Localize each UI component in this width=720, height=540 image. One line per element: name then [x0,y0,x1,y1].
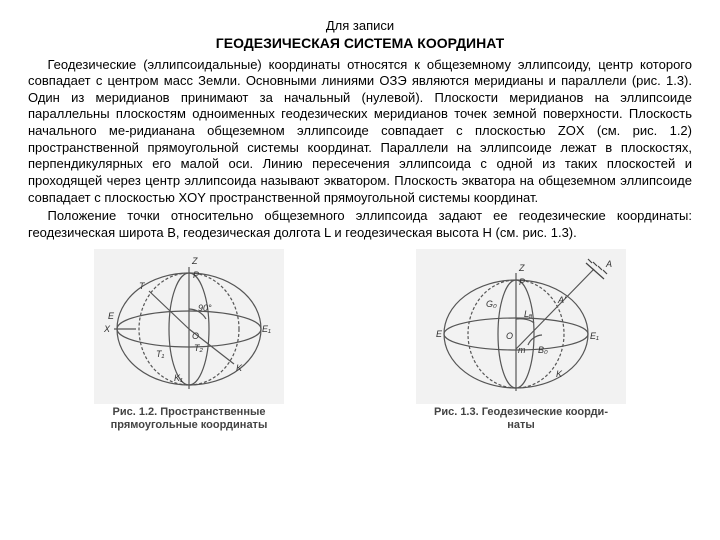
label-E: E [436,329,443,339]
label-A: A [605,259,612,269]
label-Z: Z [518,263,525,273]
title-line-2: ГЕОДЕЗИЧЕСКАЯ СИСТЕМА КООРДИНАТ [28,35,692,53]
label-E1: E₁ [262,324,271,334]
label-Z: Z [191,256,198,266]
label-L: Lₐ [524,309,532,319]
label-X: X [103,324,111,334]
figure-1-3-svg: Z P E E₁ O A A' G₀ Lₐ B₀ m K [416,249,626,404]
fig13-cap-l1: Рис. 1.3. Геодезические коорди- [434,406,608,418]
figure-1-3: Z P E E₁ O A A' G₀ Lₐ B₀ m K Рис. 1.3. Г… [416,249,626,431]
figure-1-2-caption: Рис. 1.2. Пространственные прямоугольные… [94,406,284,431]
label-O: O [192,331,199,341]
label-T1: T₁ [156,349,164,359]
label-E1: E₁ [590,331,599,341]
title-line-1: Для записи [28,18,692,35]
label-90: 90° [198,303,212,313]
fig12-cap-l2: прямоугольные координаты [111,419,268,431]
label-B: B₀ [538,345,548,355]
label-A1: A' [557,295,566,305]
label-m: m [518,345,526,355]
label-G: G₀ [486,299,497,309]
label-K: K [236,363,243,373]
figure-1-3-caption: Рис. 1.3. Геодезические коорди- наты [416,406,626,431]
label-K1: K₁ [174,373,183,383]
label-E: E [108,311,115,321]
figures-row: Z X P E E₁ O T T₁ T₂ K K₁ 90° Рис. 1.2. … [28,249,692,431]
paragraph-1: Геодезические (эллипсоидальные) координа… [28,57,692,207]
label-T2: T₂ [194,343,203,353]
label-P: P [519,277,525,287]
label-O: O [506,331,513,341]
label-P: P [193,270,199,280]
fig12-cap-l1: Рис. 1.2. Пространственные [113,406,266,418]
figure-1-2-svg: Z X P E E₁ O T T₁ T₂ K K₁ 90° [94,249,284,404]
figure-1-2: Z X P E E₁ O T T₁ T₂ K K₁ 90° Рис. 1.2. … [94,249,284,431]
label-K: K [556,369,563,379]
fig13-cap-l2: наты [507,419,535,431]
paragraph-2: Положение точки относительно общеземного… [28,208,692,241]
